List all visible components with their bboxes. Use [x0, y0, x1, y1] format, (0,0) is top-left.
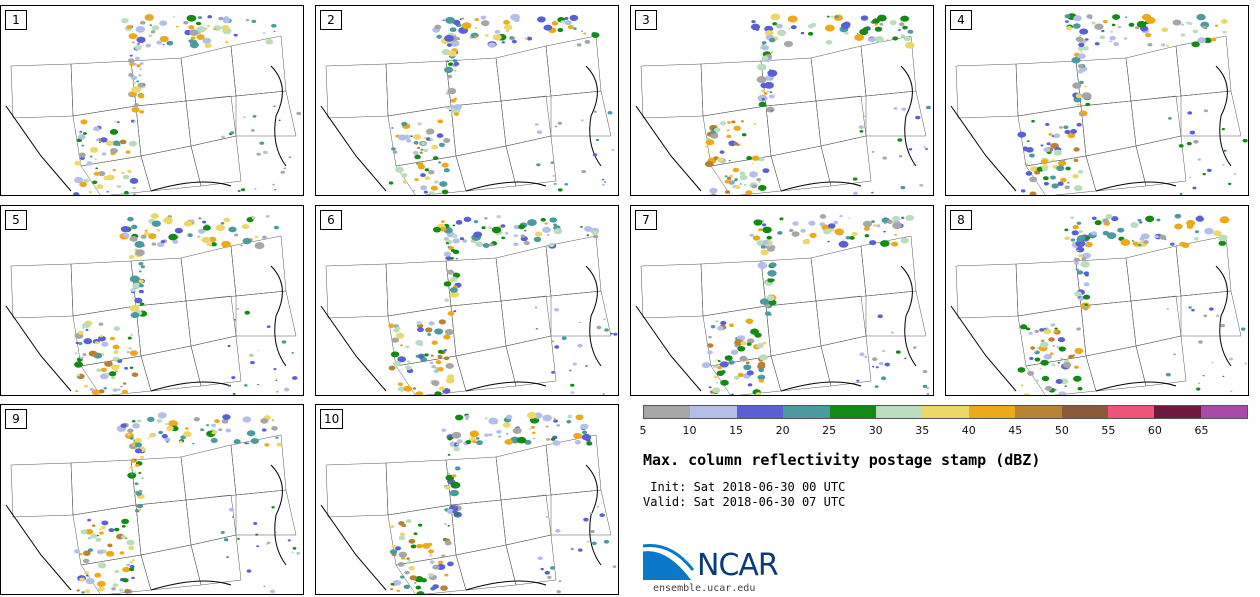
colorbar-tick-label: 10	[682, 424, 697, 437]
colorbar-swatch	[829, 406, 876, 418]
colorbar-labels: 5 10 15 20 25 30 35 40 45 50 55 60 65	[639, 424, 1248, 438]
colorbar-tick-label: 60	[1147, 424, 1162, 437]
colorbar-tick-label: 40	[961, 424, 976, 437]
postage-stamp-panel: 4	[945, 5, 1249, 196]
postage-stamp-panel: 10	[315, 404, 619, 595]
panel-number: 10	[320, 409, 344, 429]
colorbar-swatch	[1154, 406, 1201, 418]
colorbar-tick-label: 45	[1008, 424, 1023, 437]
map-icon	[635, 13, 931, 195]
colorbar-swatch	[736, 406, 784, 418]
panel-number: 6	[320, 210, 342, 230]
colorbar-tick-label: 50	[1054, 424, 1069, 437]
colorbar-swatch	[1061, 406, 1108, 418]
colorbar-swatch	[875, 406, 923, 418]
map-icon	[5, 213, 298, 395]
postage-stamp-panel: 3	[630, 5, 934, 196]
site-url: ensemble.ucar.edu	[653, 583, 756, 594]
map-icon	[5, 14, 302, 195]
colorbar-tick-label: 15	[729, 424, 744, 437]
figure-title: Max. column reflectivity postage stamp (…	[643, 451, 1041, 469]
colorbar-swatch	[644, 406, 691, 418]
colorbar-swatch	[922, 406, 969, 418]
colorbar-tick-label: 65	[1194, 424, 1209, 437]
panel-number: 5	[5, 210, 27, 230]
map-icon	[320, 411, 617, 594]
postage-stamp-panel: 1	[0, 5, 304, 196]
panel-number: 4	[950, 10, 972, 30]
panel-number: 8	[950, 210, 972, 230]
panel-number: 9	[5, 409, 27, 429]
ncar-logo-icon	[643, 544, 695, 581]
postage-stamp-panel: 8	[945, 205, 1249, 396]
postage-stamp-panel: 9	[0, 404, 304, 595]
map-icon	[320, 13, 615, 195]
map-icon	[950, 213, 1247, 395]
postage-stamp-panel: 6	[315, 205, 619, 396]
map-icon	[950, 13, 1248, 195]
colorbar-swatch	[690, 406, 737, 418]
panel-number: 1	[5, 10, 27, 30]
colorbar-tick-label: 25	[822, 424, 837, 437]
logo-text: NCAR	[697, 548, 779, 583]
colorbar-swatch	[1107, 406, 1155, 418]
colorbar-tick-label: 20	[775, 424, 790, 437]
panel-number: 3	[635, 10, 657, 30]
colorbar-tick-label: 5	[639, 424, 647, 437]
colorbar-tick-label: 35	[915, 424, 930, 437]
map-icon	[320, 214, 618, 395]
postage-stamp-panel: 2	[315, 5, 619, 196]
colorbar-swatch	[783, 406, 830, 418]
colorbar	[643, 405, 1248, 419]
colorbar-tick-label: 30	[868, 424, 883, 437]
panel-number: 7	[635, 210, 657, 230]
postage-stamp-panel: 5	[0, 205, 304, 396]
map-icon	[5, 412, 301, 594]
colorbar-swatch	[1015, 406, 1062, 418]
valid-time: Valid: Sat 2018-06-30 07 UTC	[643, 495, 846, 509]
colorbar-swatch	[968, 406, 1016, 418]
postage-stamp-panel: 7	[630, 205, 934, 396]
panel-number: 2	[320, 10, 342, 30]
colorbar-tick-label: 55	[1101, 424, 1116, 437]
map-icon	[635, 214, 930, 395]
colorbar-swatch	[1200, 406, 1248, 418]
init-time: Init: Sat 2018-06-30 00 UTC	[643, 480, 846, 494]
